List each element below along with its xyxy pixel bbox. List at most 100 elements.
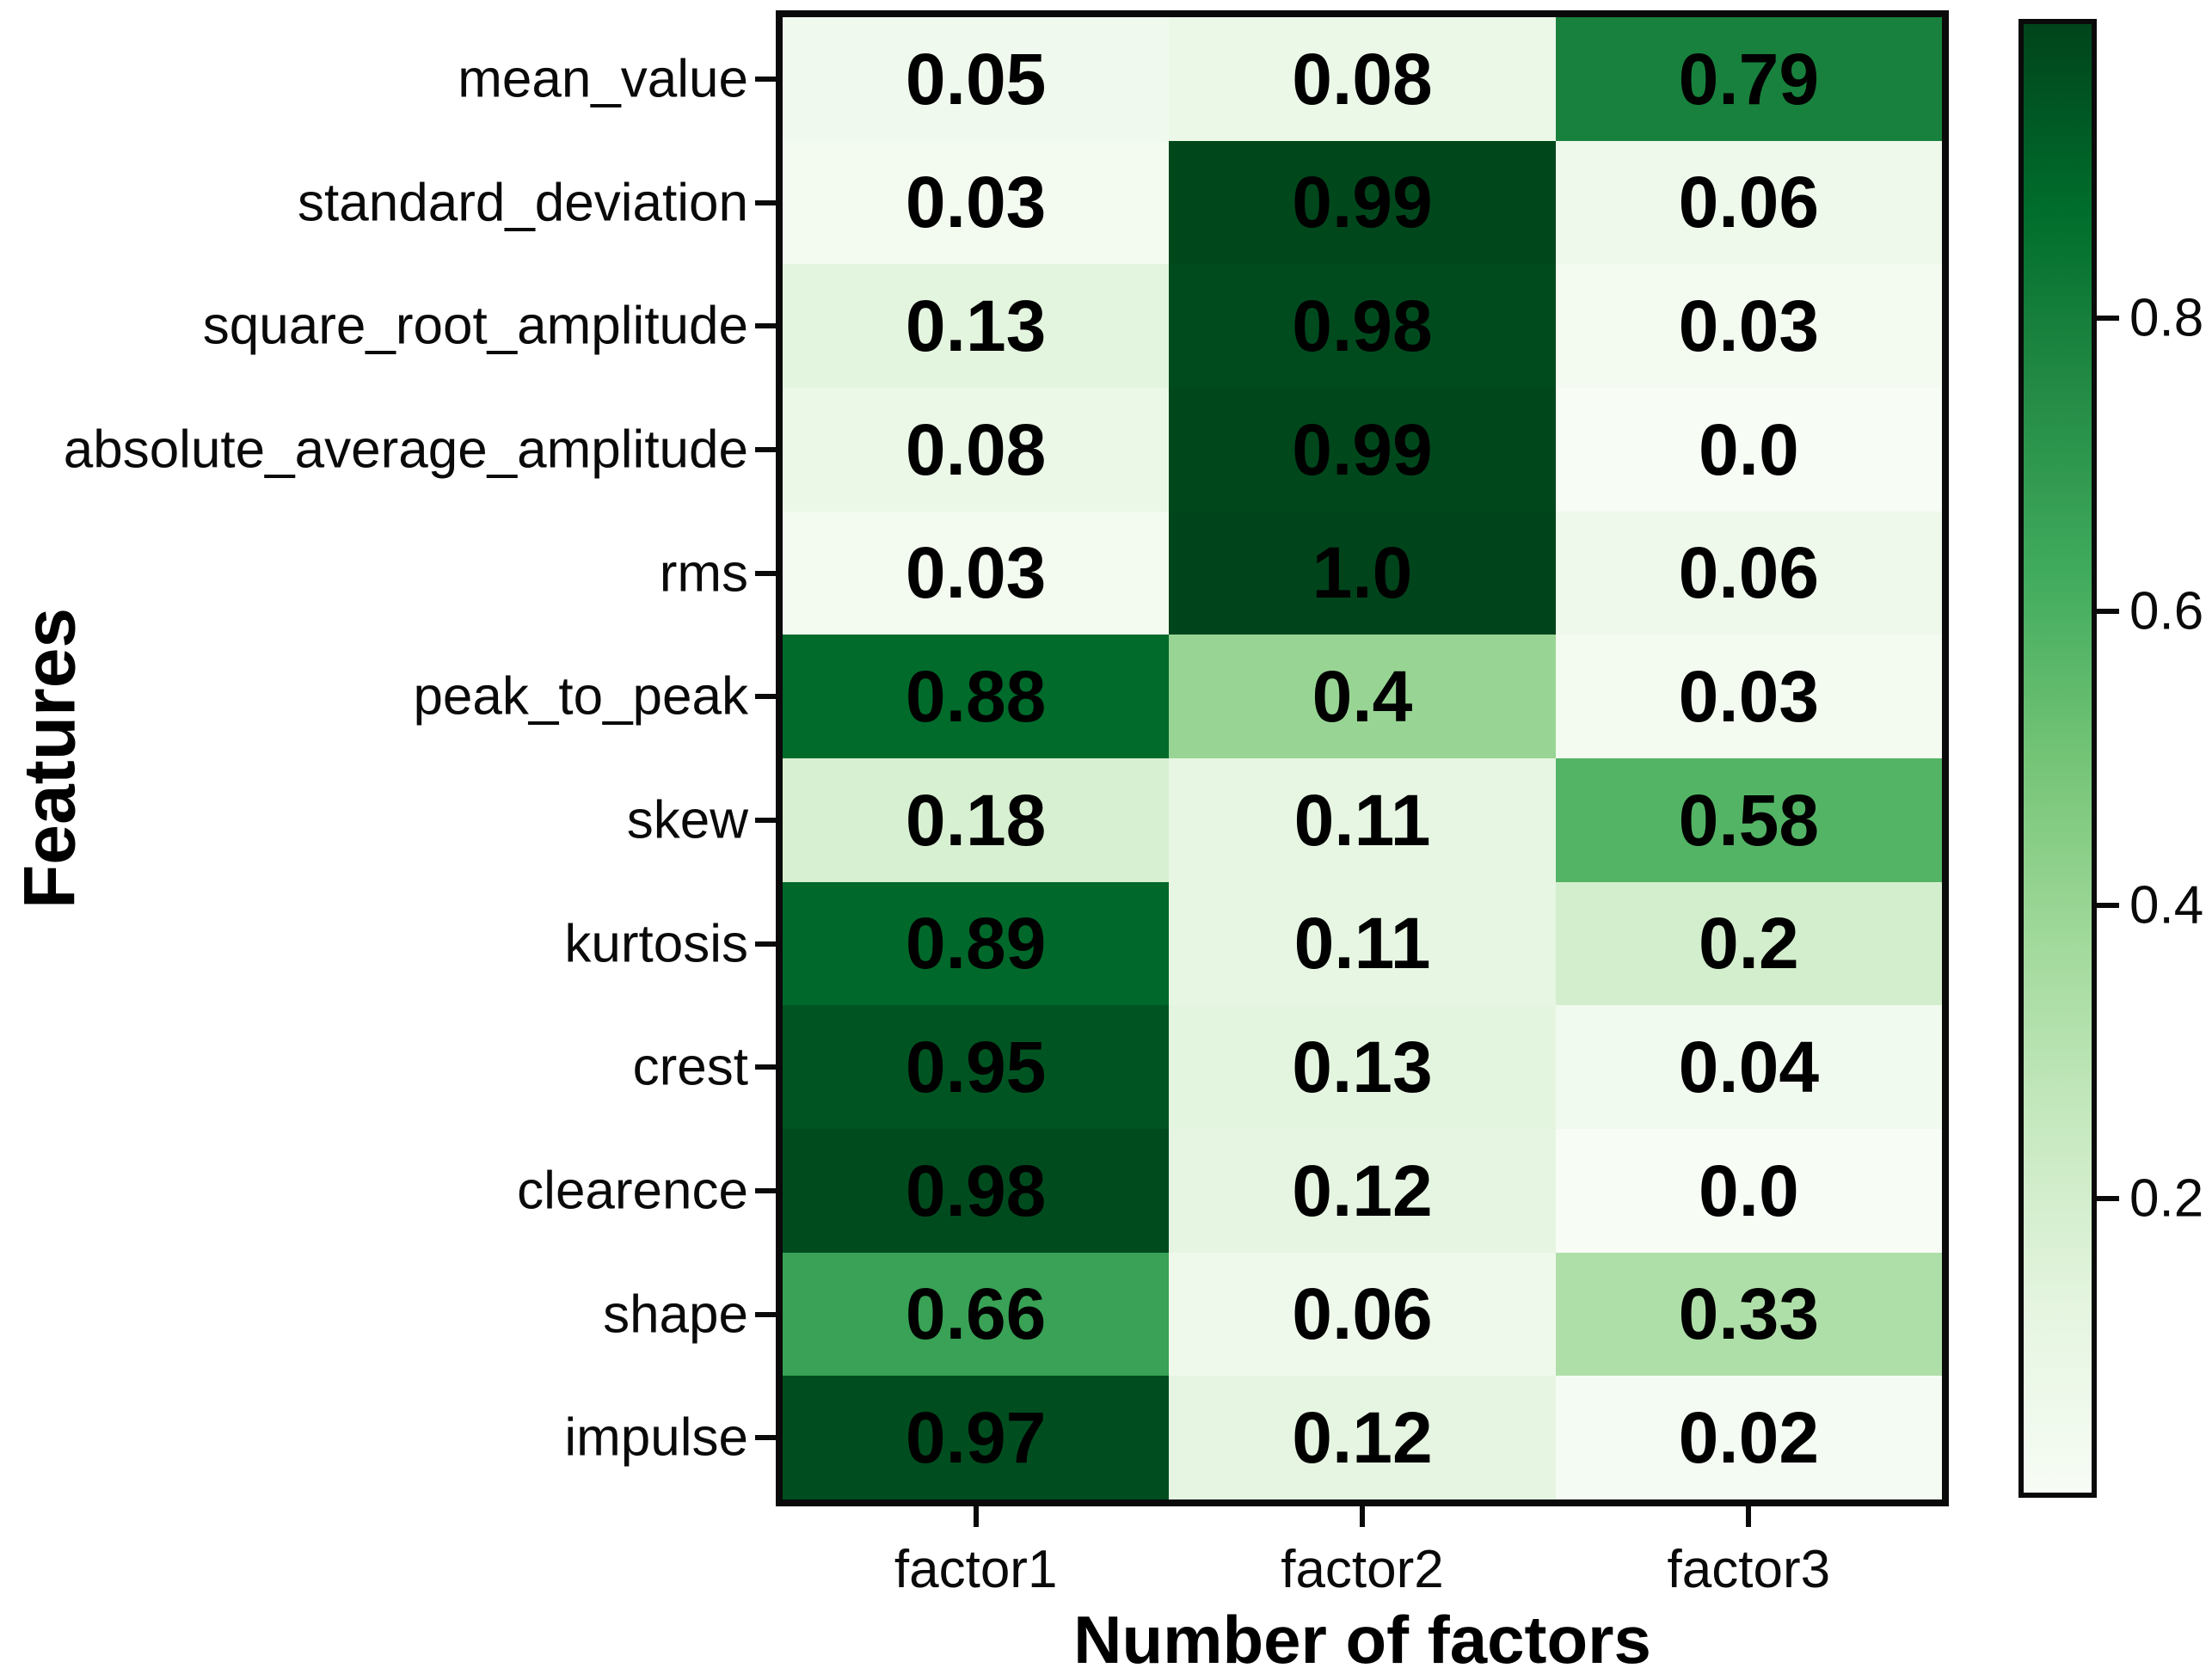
colorbar-tick-mark [2097,1196,2119,1202]
heatmap-cell-value: 0.95 [905,1027,1047,1108]
y-tick-mark [755,446,777,452]
heatmap-cell-clearence-factor1: 0.98 [783,1129,1170,1253]
heatmap-cell-mean_value-factor2: 0.08 [1169,17,1556,141]
heatmap-cell-value: 0.58 [1678,779,1820,861]
x-tick-label-factor2: factor2 [1281,1540,1444,1599]
heatmap-cell-value: 0.08 [1292,38,1433,120]
heatmap-cell-peak_to_peak-factor3: 0.03 [1555,635,1942,758]
heatmap-cell-shape-factor3: 0.33 [1555,1252,1942,1377]
y-tick-mark [755,941,777,947]
x-tick-mark [1360,1506,1365,1527]
heatmap-cell-impulse-factor3: 0.02 [1555,1376,1942,1499]
y-tick-label-clearence: clearence [517,1161,748,1221]
y-tick-mark [755,570,777,576]
heatmap-cell-standard_deviation-factor3: 0.06 [1555,140,1942,265]
x-tick-mark [1746,1506,1752,1527]
heatmap-cell-value: 1.0 [1312,532,1413,614]
y-tick-mark [755,694,777,700]
colorbar-tick-mark [2097,315,2119,321]
y-tick-mark [755,1064,777,1070]
heatmap-cell-value: 0.06 [1678,162,1820,243]
y-tick-label-mean_value: mean_value [458,49,748,109]
heatmap-cell-value: 0.05 [905,38,1047,120]
y-tick-label-crest: crest [632,1037,748,1097]
heatmap-cell-shape-factor2: 0.06 [1169,1252,1556,1377]
heatmap-cell-value: 0.06 [1678,532,1820,614]
y-tick-label-standard_deviation: standard_deviation [298,173,748,232]
heatmap-cell-shape-factor1: 0.66 [783,1252,1170,1377]
heatmap-cell-absolute_average_amplitude-factor2: 0.99 [1169,388,1556,512]
heatmap-cell-standard_deviation-factor2: 0.99 [1169,140,1556,265]
heatmap-cell-value: 0.98 [1292,285,1433,367]
heatmap-cell-crest-factor3: 0.04 [1555,1005,1942,1129]
colorbar-tick-labels: 0.2 0.4 0.6 0.8 [2097,24,2212,1493]
heatmap-cell-crest-factor1: 0.95 [783,1005,1170,1129]
heatmap-cell-absolute_average_amplitude-factor3: 0.0 [1555,388,1942,512]
colorbar [2018,19,2097,1498]
heatmap-cell-value: 0.12 [1292,1150,1433,1231]
y-tick-mark [755,199,777,205]
heatmap-cell-standard_deviation-factor1: 0.03 [783,140,1170,265]
heatmap-cell-skew-factor2: 0.11 [1169,758,1556,882]
y-tick-mark [755,817,777,823]
heatmap-cell-value: 0.89 [905,903,1047,984]
heatmap-plot: 0.05 0.08 0.79 0.03 0.99 0.06 0.13 0.98 0.03 0.08… [776,10,1949,1506]
y-tick-mark [755,1435,777,1441]
heatmap-cell-value: 0.03 [1678,285,1820,367]
heatmap-cell-kurtosis-factor2: 0.11 [1169,881,1556,1006]
heatmap-cell-mean_value-factor1: 0.05 [783,17,1170,141]
heatmap-cell-value: 0.97 [905,1397,1047,1479]
colorbar-tick-label-0.4: 0.4 [2129,875,2204,935]
colorbar-tick-mark [2097,902,2119,908]
x-tick-label-factor1: factor1 [894,1540,1058,1599]
heatmap-cell-value: 0.33 [1678,1273,1820,1355]
heatmap-cell-value: 0.79 [1678,38,1820,120]
heatmap-cell-square_root_amplitude-factor1: 0.13 [783,264,1170,388]
x-tick-mark [973,1506,979,1527]
heatmap-cell-impulse-factor1: 0.97 [783,1376,1170,1499]
heatmap-cell-value: 0.03 [905,532,1047,614]
heatmap-cell-value: 0.66 [905,1273,1047,1355]
y-tick-mark [755,1311,777,1317]
heatmap-cell-square_root_amplitude-factor3: 0.03 [1555,264,1942,388]
heatmap-cell-value: 0.04 [1678,1027,1820,1108]
x-axis-title: Number of factors [1073,1602,1651,1668]
x-tick-label-factor3: factor3 [1667,1540,1831,1599]
heatmap-cell-value: 0.08 [905,408,1047,490]
heatmap-cell-mean_value-factor3: 0.79 [1555,17,1942,141]
y-tick-mark [755,323,777,329]
y-tick-label-kurtosis: kurtosis [564,914,748,973]
y-tick-label-peak_to_peak: peak_to_peak [413,666,748,727]
heatmap-cell-clearence-factor3: 0.0 [1555,1129,1942,1253]
heatmap-cell-rms-factor1: 0.03 [783,511,1170,635]
heatmap-cell-value: 0.12 [1292,1397,1433,1479]
heatmap-cell-value: 0.88 [905,656,1047,738]
y-axis-tick-labels: mean_value standard_deviation square_root_… [0,17,777,1499]
heatmap-cell-rms-factor2: 1.0 [1169,511,1556,635]
heatmap-cell-value: 0.98 [905,1150,1047,1231]
heatmap-cell-peak_to_peak-factor1: 0.88 [783,635,1170,758]
heatmap-cell-value: 0.2 [1698,903,1799,984]
y-tick-label-square_root_amplitude: square_root_amplitude [202,296,748,356]
heatmap-cell-skew-factor3: 0.58 [1555,758,1942,882]
heatmap-cell-value: 0.03 [905,162,1047,243]
colorbar-tick-label-0.8: 0.8 [2129,288,2204,348]
heatmap-cell-value: 0.99 [1292,408,1433,490]
heatmap-cell-square_root_amplitude-factor2: 0.98 [1169,264,1556,388]
heatmap-cell-absolute_average_amplitude-factor1: 0.08 [783,388,1170,512]
y-tick-label-absolute_average_amplitude: absolute_average_amplitude [63,420,748,480]
heatmap-cell-impulse-factor2: 0.12 [1169,1376,1556,1499]
heatmap-cell-value: 0.18 [905,779,1047,861]
heatmap-cell-value: 0.02 [1678,1397,1820,1479]
y-tick-label-impulse: impulse [564,1407,748,1468]
y-tick-label-shape: shape [603,1285,748,1344]
heatmap-cell-crest-factor2: 0.13 [1169,1005,1556,1129]
colorbar-tick-label-0.6: 0.6 [2129,581,2204,641]
heatmap-cell-value: 0.11 [1293,903,1431,984]
heatmap-cell-value: 0.0 [1698,408,1799,490]
heatmap-cell-value: 0.03 [1678,656,1820,738]
y-tick-label-rms: rms [659,543,748,603]
heatmap-cell-value: 0.13 [1292,1027,1433,1108]
y-tick-mark [755,1187,777,1193]
